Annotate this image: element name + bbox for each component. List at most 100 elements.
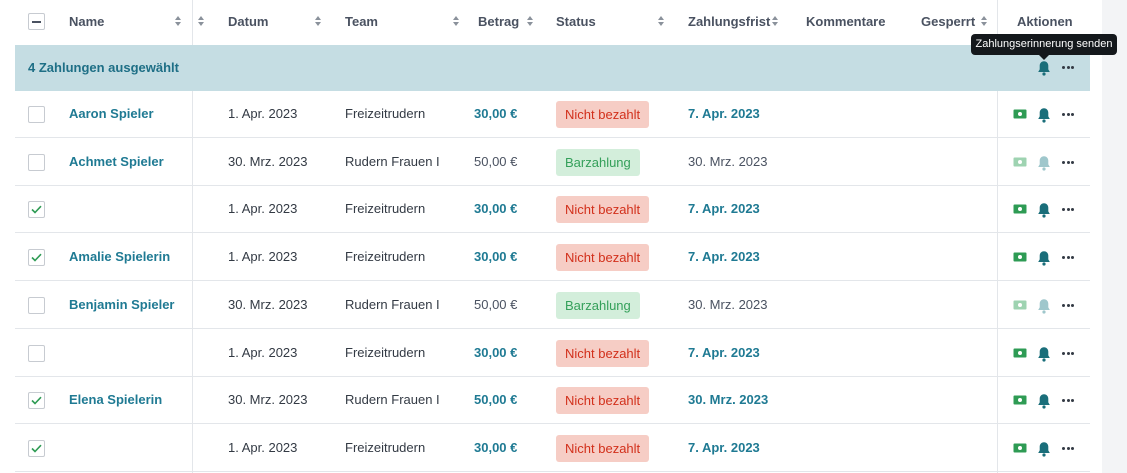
bell-icon[interactable] bbox=[1037, 107, 1051, 123]
cash-icon[interactable] bbox=[1013, 300, 1027, 310]
member-name[interactable]: Elena Spielerin bbox=[69, 392, 163, 407]
cash-icon[interactable] bbox=[1013, 157, 1027, 167]
status-badge: Nicht bezahlt bbox=[556, 387, 650, 414]
amount: 50,00 € bbox=[474, 297, 518, 312]
selection-bar: 4 Zahlungen ausgewählt bbox=[15, 45, 1090, 91]
bell-icon[interactable] bbox=[1037, 298, 1051, 314]
payment-date: 1. Apr. 2023 bbox=[228, 201, 298, 216]
cash-icon[interactable] bbox=[1013, 204, 1027, 214]
payment-date: 30. Mrz. 2023 bbox=[228, 297, 308, 312]
select-all-checkbox[interactable] bbox=[28, 13, 45, 30]
sort-name-icon[interactable] bbox=[175, 16, 182, 27]
due-date: 30. Mrz. 2023 bbox=[688, 392, 769, 407]
more-dots-icon[interactable] bbox=[1062, 113, 1074, 116]
team-name: Freizeitrudern bbox=[345, 440, 426, 455]
col-header-datum[interactable]: Datum bbox=[228, 14, 269, 29]
bell-icon[interactable] bbox=[1037, 346, 1051, 362]
payment-date: 1. Apr. 2023 bbox=[228, 345, 298, 360]
more-dots-icon[interactable] bbox=[1062, 352, 1074, 355]
row-checkbox[interactable] bbox=[28, 154, 45, 171]
bell-icon[interactable] bbox=[1037, 155, 1051, 171]
scroll-gutter bbox=[1102, 0, 1127, 473]
sort-datum-icon[interactable] bbox=[315, 16, 322, 27]
cash-icon[interactable] bbox=[1013, 395, 1027, 405]
sort-gesperrt-icon[interactable] bbox=[981, 16, 988, 27]
actions-column-divider bbox=[997, 0, 998, 473]
row-checkbox[interactable] bbox=[28, 345, 45, 362]
bell-icon[interactable] bbox=[1037, 202, 1051, 218]
cash-icon[interactable] bbox=[1013, 348, 1027, 358]
due-date: 7. Apr. 2023 bbox=[688, 345, 760, 360]
more-dots-icon[interactable] bbox=[1062, 304, 1074, 307]
selection-count: 4 Zahlungen ausgewählt bbox=[28, 60, 179, 75]
row-checkbox[interactable] bbox=[28, 297, 45, 314]
team-name: Freizeitrudern bbox=[345, 345, 426, 360]
sort-extra-icon[interactable] bbox=[198, 16, 205, 27]
bell-icon[interactable] bbox=[1037, 441, 1051, 457]
table-row[interactable]: 1. Apr. 2023 Freizeitrudern 30,00 € Nicht b… bbox=[15, 186, 1090, 233]
payments-table: Name Datum Team Betrag Status Zahlungsfr… bbox=[15, 0, 1090, 473]
more-dots-icon[interactable] bbox=[1062, 208, 1074, 211]
payment-date: 1. Apr. 2023 bbox=[228, 106, 298, 121]
payment-date: 30. Mrz. 2023 bbox=[228, 154, 308, 169]
row-checkbox[interactable] bbox=[28, 392, 45, 409]
bell-icon[interactable] bbox=[1037, 60, 1051, 76]
more-dots-icon[interactable] bbox=[1062, 66, 1074, 69]
due-date: 7. Apr. 2023 bbox=[688, 201, 760, 216]
payment-date: 30. Mrz. 2023 bbox=[228, 392, 308, 407]
table-row[interactable]: Amalie Spielerin 1. Apr. 2023 Freizeitrude… bbox=[15, 234, 1090, 281]
due-date: 30. Mrz. 2023 bbox=[688, 297, 768, 312]
payment-date: 1. Apr. 2023 bbox=[228, 249, 298, 264]
cash-icon[interactable] bbox=[1013, 443, 1027, 453]
col-header-gesperrt[interactable]: Gesperrt bbox=[921, 14, 976, 29]
table-row[interactable]: Elena Spielerin 30. Mrz. 2023 Rudern Fraue… bbox=[15, 377, 1090, 424]
cash-icon[interactable] bbox=[1013, 252, 1027, 262]
cash-icon[interactable] bbox=[1013, 109, 1027, 119]
row-checkbox[interactable] bbox=[28, 106, 45, 123]
member-name[interactable]: Aaron Spieler bbox=[69, 106, 154, 121]
bell-icon[interactable] bbox=[1037, 250, 1051, 266]
more-dots-icon[interactable] bbox=[1062, 161, 1074, 164]
sort-status-icon[interactable] bbox=[658, 16, 665, 27]
sort-team-icon[interactable] bbox=[453, 16, 460, 27]
table-row[interactable]: 1. Apr. 2023 Freizeitrudern 30,00 € Nicht b… bbox=[15, 330, 1090, 377]
status-badge: Nicht bezahlt bbox=[556, 435, 650, 462]
table-row[interactable]: Benjamin Spieler 30. Mrz. 2023 Rudern Frau… bbox=[15, 282, 1090, 329]
amount: 30,00 € bbox=[474, 249, 518, 264]
table-row[interactable]: 1. Apr. 2023 Freizeitrudern 30,00 € Nicht b… bbox=[15, 425, 1090, 472]
col-header-zahlungsfrist[interactable]: Zahlungsfrist bbox=[688, 14, 771, 29]
team-name: Rudern Frauen I bbox=[345, 297, 440, 312]
sort-zahlungsfrist-icon[interactable] bbox=[772, 16, 779, 27]
status-badge: Nicht bezahlt bbox=[556, 196, 650, 223]
more-dots-icon[interactable] bbox=[1062, 256, 1074, 259]
amount: 30,00 € bbox=[474, 440, 518, 455]
col-header-status[interactable]: Status bbox=[556, 14, 596, 29]
row-checkbox[interactable] bbox=[28, 249, 45, 266]
checkmark-icon bbox=[31, 205, 42, 214]
row-checkbox[interactable] bbox=[28, 440, 45, 457]
col-header-betrag[interactable]: Betrag bbox=[478, 14, 520, 29]
col-header-name[interactable]: Name bbox=[69, 14, 105, 29]
table-row[interactable]: Aaron Spieler 1. Apr. 2023 Freizeitrudern 3… bbox=[15, 91, 1090, 138]
col-header-team[interactable]: Team bbox=[345, 14, 378, 29]
amount: 30,00 € bbox=[474, 106, 518, 121]
sort-betrag-icon[interactable] bbox=[527, 16, 534, 27]
member-name[interactable]: Achmet Spieler bbox=[69, 154, 164, 169]
team-name: Freizeitrudern bbox=[345, 201, 426, 216]
checkmark-icon bbox=[31, 444, 42, 453]
due-date: 7. Apr. 2023 bbox=[688, 440, 760, 455]
row-checkbox[interactable] bbox=[28, 201, 45, 218]
amount: 30,00 € bbox=[474, 345, 518, 360]
status-badge: Nicht bezahlt bbox=[556, 244, 650, 271]
member-name[interactable]: Amalie Spielerin bbox=[69, 249, 171, 264]
bell-icon[interactable] bbox=[1037, 393, 1051, 409]
table-row[interactable]: Achmet Spieler 30. Mrz. 2023 Rudern Frauen… bbox=[15, 139, 1090, 186]
reminder-tooltip: Zahlungserinnerung senden bbox=[971, 34, 1117, 60]
amount: 50,00 € bbox=[474, 392, 518, 407]
name-column-divider bbox=[192, 0, 193, 473]
due-date: 7. Apr. 2023 bbox=[688, 249, 760, 264]
more-dots-icon[interactable] bbox=[1062, 447, 1074, 450]
more-dots-icon[interactable] bbox=[1062, 399, 1074, 402]
col-header-kommentare: Kommentare bbox=[806, 14, 886, 29]
member-name[interactable]: Benjamin Spieler bbox=[69, 297, 175, 312]
